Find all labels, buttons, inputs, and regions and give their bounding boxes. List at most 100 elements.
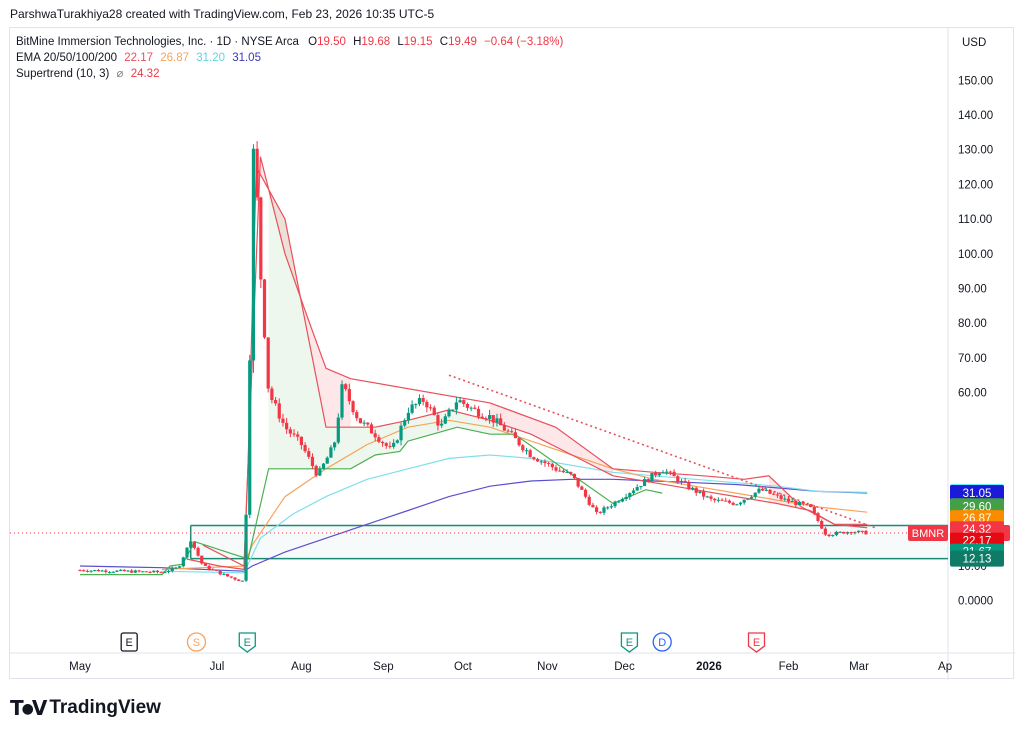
ohlc-high-label: H: [353, 36, 362, 48]
candle-body: [336, 417, 340, 443]
candle-body: [152, 570, 156, 573]
candle-body: [735, 504, 739, 506]
ohlc-low-label: L: [397, 36, 404, 48]
candle-body: [399, 425, 403, 441]
supertrend-value: 24.32: [130, 68, 160, 80]
candle-body: [310, 456, 315, 467]
ohlc-close: 19.49: [448, 36, 477, 48]
candle-body: [812, 507, 816, 514]
candle-body: [535, 459, 540, 462]
candle-body: [702, 491, 706, 497]
candle-body: [273, 400, 278, 404]
candle-body: [510, 431, 514, 433]
event-marker-letter: E: [753, 637, 760, 649]
candle-body: [85, 570, 89, 572]
candle-body: [820, 520, 824, 529]
candle-body: [465, 403, 470, 408]
candle-body: [543, 461, 547, 464]
y-tick-label: 80.00: [958, 318, 987, 330]
candle-body: [654, 472, 658, 476]
candle-body: [377, 437, 381, 442]
support-zone: [190, 525, 948, 559]
chart-legend: BitMine Immersion Technologies, Inc. · 1…: [16, 34, 563, 82]
candle-body: [388, 445, 392, 447]
candle-body: [395, 440, 399, 443]
candle-body: [178, 566, 182, 568]
event-marker-e[interactable]: E: [238, 632, 256, 653]
tradingview-logo[interactable]: T●V TradingView: [10, 696, 161, 720]
supertrend-row[interactable]: Supertrend (10, 3) ⌀ 24.32: [16, 66, 563, 82]
ema-label: EMA 20/50/100/200: [16, 52, 118, 64]
candle-body: [421, 398, 425, 402]
tradingview-logo-icon: T●V: [10, 696, 47, 720]
price-label-box: [950, 550, 1004, 567]
candle-body: [742, 499, 746, 503]
y-tick-label: 70.00: [958, 353, 987, 365]
candle-body: [214, 569, 219, 571]
candle-body: [624, 496, 628, 500]
ohlc-high: 19.68: [361, 36, 391, 48]
candle-body: [831, 535, 835, 537]
event-marker-shape: [747, 632, 766, 653]
symbol-row[interactable]: BitMine Immersion Technologies, Inc. · 1…: [16, 34, 563, 50]
candle-body: [130, 570, 134, 573]
candle-body: [469, 407, 473, 409]
candle-body: [587, 496, 591, 505]
candle-body: [89, 570, 93, 572]
candle-body: [100, 570, 104, 572]
candle-body: [794, 501, 798, 506]
candle-body: [170, 568, 174, 572]
y-tick-label: 130.00: [958, 145, 993, 157]
candle-body: [211, 569, 215, 571]
candle-body: [163, 572, 167, 574]
candle-body: [137, 570, 141, 572]
candle-body: [200, 555, 204, 564]
ohlc-close-label: C: [439, 36, 449, 48]
event-marker-e[interactable]: E: [620, 632, 639, 653]
candle-body: [797, 501, 802, 506]
chart-frame[interactable]: USD 150.00 140.00 130.00 120.00 110.00 100.00 9…: [9, 27, 1015, 680]
event-marker-s[interactable]: S: [186, 632, 207, 652]
candle-body: [591, 504, 595, 508]
ema50-value: 26.87: [160, 52, 189, 64]
candle-body: [292, 433, 296, 435]
candle-body: [713, 498, 717, 501]
ema-row[interactable]: EMA 20/50/100/200 22.17 26.87 31.20 31.0…: [16, 50, 563, 66]
candle-body: [790, 501, 794, 503]
candle-body: [805, 503, 809, 505]
candle-body: [333, 442, 337, 448]
candle-body: [724, 500, 728, 502]
candle-body: [122, 569, 126, 572]
candle-body: [233, 577, 237, 580]
candle-body: [838, 531, 842, 533]
candle-body: [845, 532, 850, 534]
ema200-value: 31.05: [232, 52, 261, 64]
candle-body: [506, 430, 510, 432]
candle-body: [428, 407, 433, 409]
price-chart[interactable]: USD 150.00 140.00 130.00 120.00 110.00 100.00 9…: [10, 28, 1015, 680]
price-label-text: 12.13: [963, 554, 992, 566]
candle-body: [849, 532, 853, 534]
candle-body: [174, 567, 178, 569]
event-marker-d[interactable]: D: [652, 632, 672, 652]
event-marker-e[interactable]: E: [120, 632, 138, 652]
hidden-eye-icon[interactable]: ⌀: [116, 68, 124, 80]
candle-body: [772, 493, 776, 495]
candle-body: [432, 407, 436, 416]
candle-body: [690, 487, 695, 490]
candle-body: [775, 494, 780, 496]
candle-body: [111, 571, 115, 573]
candle-body: [226, 573, 230, 577]
candle-body: [491, 415, 495, 423]
candle-body: [329, 447, 333, 458]
candle-body: [642, 479, 647, 487]
candle-body: [561, 470, 565, 473]
event-marker-e[interactable]: E: [747, 632, 766, 653]
candle-body: [141, 571, 145, 573]
candle-body: [687, 482, 691, 490]
x-tick-label: Feb: [779, 661, 799, 673]
candle-body: [499, 418, 503, 426]
candle-body: [786, 498, 791, 502]
x-tick-label: Ap: [938, 661, 952, 673]
candle-body: [347, 389, 351, 402]
